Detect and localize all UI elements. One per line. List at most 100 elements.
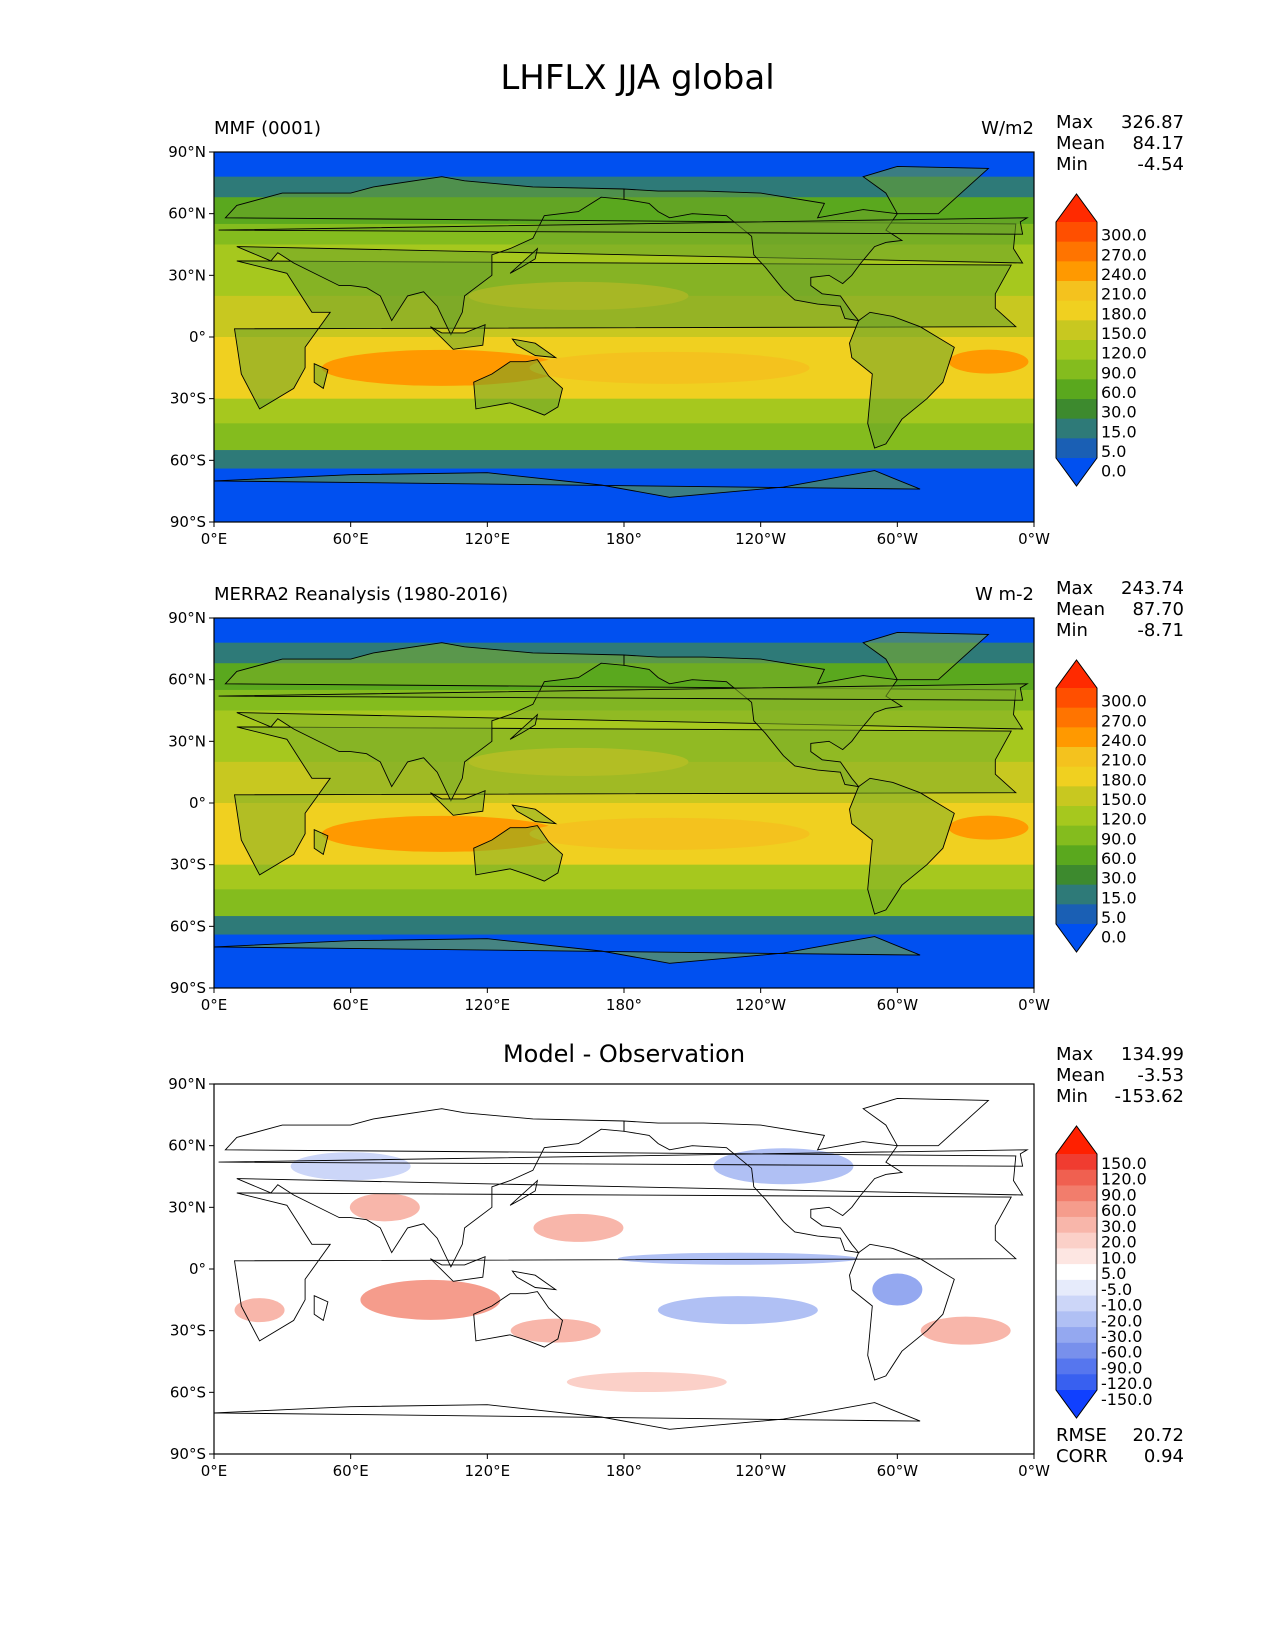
- coastline: [214, 936, 921, 988]
- colorbar-label: -20.0: [1101, 1311, 1142, 1330]
- coastline: [509, 247, 539, 274]
- colorbar-label: 180.0: [1101, 770, 1147, 789]
- stat-label: Max: [1056, 112, 1094, 133]
- colorbar-segment: [1056, 865, 1097, 886]
- colorbar-segment: [1056, 1248, 1097, 1265]
- coastline: [511, 1270, 558, 1291]
- colorbar-label: 90.0: [1101, 829, 1137, 848]
- y-tick-label: 30°N: [168, 266, 206, 284]
- x-tick-label: 120°W: [735, 530, 786, 548]
- colorbar-segment: [1056, 1264, 1097, 1281]
- colorbar-segment: [1056, 688, 1097, 709]
- field-blob: [510, 1318, 601, 1343]
- colorbar-segment: [1056, 1154, 1097, 1171]
- coastline: [313, 1295, 329, 1322]
- colorbar: 300.0270.0240.0210.0180.0150.0120.090.06…: [1055, 659, 1147, 953]
- stat-value: 134.99: [1121, 1044, 1184, 1065]
- field-blob: [566, 1372, 727, 1393]
- y-tick-label: 90°N: [168, 143, 206, 161]
- colorbar: 300.0270.0240.0210.0180.0150.0120.090.06…: [1055, 193, 1147, 487]
- coastline: [430, 1256, 486, 1282]
- coastline: [313, 363, 329, 390]
- stat-value: 20.72: [1132, 1425, 1184, 1446]
- stat-value: 0.94: [1143, 1446, 1184, 1467]
- x-tick-label: 120°W: [735, 1462, 786, 1480]
- colorbar-label: 5.0: [1101, 908, 1126, 927]
- coastline: [509, 713, 539, 740]
- x-tick-label: 0°E: [201, 996, 228, 1014]
- field-blob: [713, 1148, 854, 1185]
- coastline: [218, 217, 1029, 235]
- colorbar-label: 60.0: [1101, 383, 1137, 402]
- coastline: [224, 642, 1024, 802]
- colorbar-outline: [1055, 1125, 1098, 1419]
- colorbar-label: -120.0: [1101, 1374, 1153, 1393]
- stat-label: Max: [1056, 1044, 1094, 1065]
- coastline: [224, 1108, 1024, 1268]
- map-diff: 0°E 60°E 120°E 180° 120°W 60°W 0°W 90°N 60°N 30°N…: [168, 1075, 1153, 1480]
- coastline: [214, 470, 921, 522]
- colorbar-segment: [1056, 825, 1097, 846]
- y-tick-label: 60°N: [168, 205, 206, 223]
- colorbar-label: 90.0: [1101, 363, 1137, 382]
- colorbar-segment: [1056, 359, 1097, 380]
- colorbar-extend-max: [1056, 194, 1097, 222]
- x-tick-label: 60°W: [877, 530, 919, 548]
- colorbar-label: 120.0: [1101, 810, 1147, 829]
- colorbar-label: 210.0: [1101, 285, 1147, 304]
- stat-value: -8.71: [1137, 620, 1184, 641]
- colorbar-segment: [1056, 1185, 1097, 1202]
- x-tick-label: 60°E: [333, 1462, 369, 1480]
- panel-diff: Model - Observation Max 134.99 Mean -3.53 …: [0, 1040, 1275, 1510]
- coastline: [623, 1120, 904, 1254]
- colorbar-segment: [1056, 845, 1097, 866]
- colorbar-segment: [1056, 241, 1097, 262]
- y-tick-label: 90°N: [168, 609, 206, 627]
- stat-value: -153.62: [1114, 1086, 1184, 1107]
- colorbar-outline: [1055, 659, 1098, 953]
- colorbar-label: 5.0: [1101, 442, 1126, 461]
- colorbar-label: 120.0: [1101, 344, 1147, 363]
- colorbar-segment: [1056, 786, 1097, 807]
- colorbar-segment: [1056, 1311, 1097, 1328]
- colorbar-segment: [1056, 320, 1097, 341]
- stat-value: 326.87: [1121, 112, 1184, 133]
- y-tick-label: 60°S: [170, 917, 206, 935]
- field-blob: [920, 1316, 1011, 1345]
- x-tick-label: 60°W: [877, 996, 919, 1014]
- stat-label: RMSE: [1056, 1425, 1107, 1446]
- y-tick-label: 60°S: [170, 451, 206, 469]
- coastline: [511, 338, 558, 359]
- field-blob: [529, 351, 810, 384]
- colorbar-label: 60.0: [1101, 1201, 1137, 1220]
- y-tick-label: 90°S: [170, 513, 206, 531]
- colorbar-label: -60.0: [1101, 1343, 1142, 1362]
- colorbar-label: 300.0: [1101, 692, 1147, 711]
- colorbar-label: 240.0: [1101, 731, 1147, 750]
- colorbar-segment: [1056, 806, 1097, 827]
- field-layer: [214, 618, 1034, 988]
- colorbar-label: 120.0: [1101, 1170, 1147, 1189]
- stat-label: CORR: [1056, 1446, 1108, 1467]
- coastline: [862, 165, 990, 215]
- panel-obs-units: W m-2: [974, 584, 1034, 605]
- colorbar-label: 300.0: [1101, 226, 1147, 245]
- colorbar-segment: [1056, 707, 1097, 728]
- y-tick-label: 60°N: [168, 671, 206, 689]
- colorbar-segment: [1056, 1216, 1097, 1234]
- x-tick-label: 180°: [606, 530, 642, 548]
- colorbar-label: 90.0: [1101, 1185, 1137, 1204]
- panel-obs-title: MERRA2 Reanalysis (1980-2016): [214, 584, 509, 605]
- coastline: [473, 359, 564, 416]
- colorbar-segment: [1056, 1358, 1097, 1375]
- colorbar-segment: [1056, 727, 1097, 748]
- x-tick-label: 120°E: [465, 996, 511, 1014]
- colorbar-segment: [1056, 1342, 1097, 1360]
- colorbar-segment: [1056, 1279, 1097, 1297]
- coastline: [218, 1149, 1029, 1167]
- field-band: [214, 423, 1034, 451]
- coastline: [473, 825, 564, 882]
- colorbar-segment: [1056, 418, 1097, 439]
- colorbar-label: 150.0: [1101, 1154, 1147, 1173]
